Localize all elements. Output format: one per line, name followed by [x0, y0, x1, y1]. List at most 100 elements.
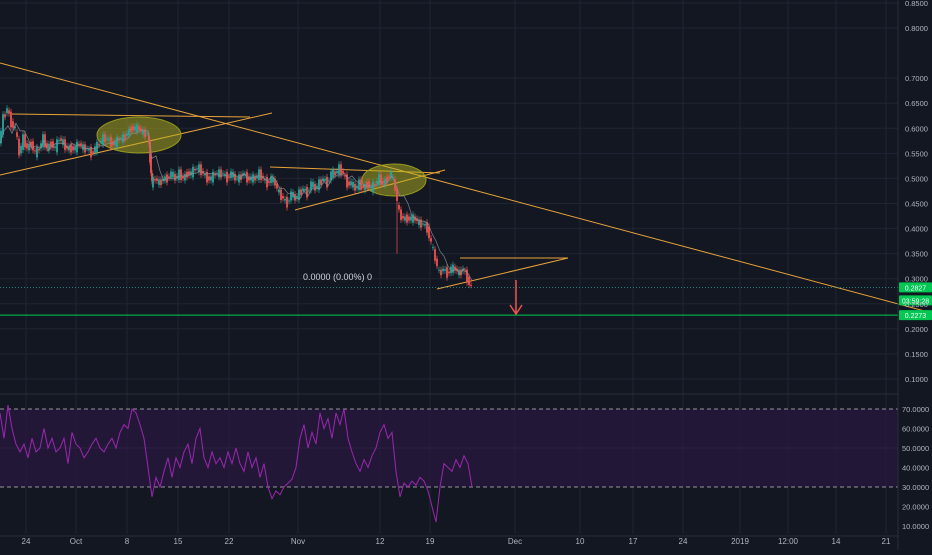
candle-body — [28, 143, 30, 151]
candle-body — [436, 258, 438, 267]
candle-body — [126, 133, 128, 136]
rsi-y-tick-label: 10.0000 — [902, 522, 929, 531]
candle-body — [370, 186, 372, 188]
y-tick-label: 0.5500 — [905, 149, 928, 158]
x-tick-label: 8 — [125, 537, 130, 546]
downtrend-line[interactable] — [0, 62, 932, 314]
candle-body — [142, 129, 144, 135]
candle-body — [122, 134, 124, 143]
candle-body — [212, 171, 214, 183]
candle-body — [96, 141, 98, 153]
candle-body — [284, 198, 286, 201]
candle-body — [388, 176, 390, 178]
candle-body — [310, 181, 312, 191]
candle-body — [106, 138, 108, 140]
rsi-y-tick-label: 40.0000 — [902, 464, 929, 473]
candle-body — [76, 141, 78, 153]
y-tick-label: 0.1000 — [905, 375, 928, 384]
candle-body — [410, 216, 412, 221]
candle-body — [334, 171, 336, 176]
rsi-y-tick-label: 30.0000 — [902, 483, 929, 492]
candle-body — [186, 171, 188, 178]
candle-body — [104, 134, 106, 143]
candle-body — [264, 178, 266, 181]
candle-body — [300, 189, 302, 195]
candle-body — [338, 164, 340, 175]
candle-body — [150, 156, 152, 173]
countdown-label: 03:59:28 — [902, 298, 929, 305]
candle-body — [440, 269, 442, 276]
candle-body — [86, 148, 88, 150]
candle-body — [428, 226, 430, 239]
triangle-upper-line-1[interactable] — [11, 113, 251, 118]
countdown-label-bg — [899, 295, 932, 306]
candle-body — [180, 169, 182, 180]
candle-body — [70, 144, 72, 153]
candle-body — [324, 178, 326, 181]
candle-body — [466, 269, 468, 283]
candle-body — [100, 140, 102, 144]
candle-body — [94, 146, 96, 153]
y-tick-label: 0.4500 — [905, 200, 928, 209]
candle-body — [238, 174, 240, 183]
candle-body — [326, 176, 328, 188]
candle-body — [298, 189, 300, 200]
candle-body — [52, 141, 54, 148]
candle-body — [176, 175, 178, 179]
candle-body — [194, 168, 196, 171]
candle-body — [226, 171, 228, 183]
highlight-ellipse-1[interactable] — [96, 116, 182, 154]
candle-body — [322, 178, 324, 181]
candle-body — [276, 183, 278, 189]
candle-body — [348, 181, 350, 186]
x-tick-label: 24 — [679, 537, 688, 546]
candle-body — [368, 181, 370, 188]
candle-body — [56, 139, 58, 153]
candle-body — [20, 145, 22, 154]
candle-body — [60, 138, 62, 141]
candle-body — [404, 216, 406, 221]
candle-body — [140, 128, 142, 131]
x-tick-label: Nov — [291, 537, 305, 546]
x-tick-label: 12:00 — [778, 537, 799, 546]
candle-body — [364, 183, 366, 191]
candle-body — [270, 176, 272, 183]
candle-body — [98, 143, 100, 146]
candle-body — [278, 189, 280, 193]
x-tick-label: 10 — [576, 537, 585, 546]
candle-body — [200, 164, 202, 175]
candle-body — [160, 179, 162, 185]
candle-body — [14, 126, 16, 128]
candle-body — [232, 171, 234, 178]
candle-body — [356, 185, 358, 189]
candle-body — [74, 146, 76, 151]
candle-body — [230, 171, 232, 178]
candle-body — [374, 183, 376, 186]
candle-body — [336, 170, 338, 174]
candle-body — [82, 144, 84, 150]
candle-body — [214, 173, 216, 176]
candle-body — [470, 284, 472, 286]
down-arrow-head — [509, 304, 523, 316]
rsi-y-tick-label: 60.0000 — [902, 425, 929, 434]
y-tick-label: 0.6000 — [905, 124, 928, 133]
triangle-lower-line-3[interactable] — [436, 257, 569, 290]
candle-body — [184, 173, 186, 181]
candle-body — [414, 216, 416, 221]
candle-body — [340, 164, 342, 175]
candle-body — [128, 128, 130, 136]
candle-body — [288, 200, 290, 202]
candle-body — [266, 176, 268, 188]
candle-body — [149, 141, 151, 163]
candle-body — [192, 166, 194, 178]
candle-body — [144, 129, 146, 138]
x-tick-label: 12 — [376, 537, 385, 546]
x-tick-label: 2019 — [731, 537, 749, 546]
candle-body — [390, 171, 392, 178]
candle-body — [222, 173, 224, 175]
candle-body — [8, 110, 10, 114]
candle-body — [464, 270, 466, 272]
candle-body — [352, 181, 354, 188]
